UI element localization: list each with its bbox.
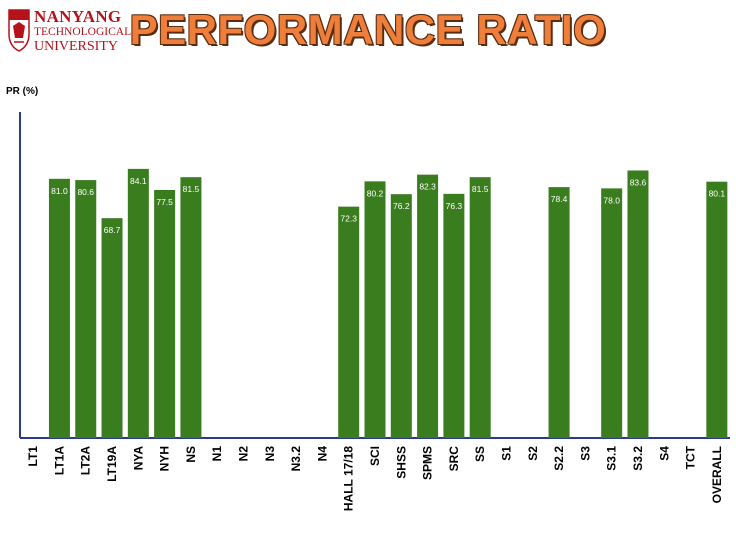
x-tick-label: N3.2 [289,446,303,472]
x-tick-label: NYH [158,446,172,471]
data-label: 76.2 [393,201,410,211]
data-label: 81.5 [472,184,489,194]
data-label: 78.4 [551,194,568,204]
x-tick-label: S2 [526,446,540,461]
x-tick-label: TCT [684,445,698,469]
bar-spms [417,174,439,438]
data-label: 78.0 [603,195,620,205]
bar-s3-2 [627,170,649,439]
bar-overall [706,181,728,438]
x-tick-label: SPMS [421,446,435,480]
logo-line-1: NANYANG [34,7,122,26]
x-tick-label: S3 [578,446,592,461]
bar-nyh [154,190,176,438]
data-label: 77.5 [156,197,173,207]
x-tick-label: SRC [447,446,461,472]
y-axis-label: PR (%) [6,86,39,97]
bar-shss [390,194,412,438]
bar-hall-17-18 [338,206,360,438]
bar-nya [127,168,149,438]
data-label: 76.3 [446,201,463,211]
x-tick-label: LT1A [52,446,66,475]
x-tick-label: LT2A [79,446,93,475]
x-tick-label: N2 [237,446,251,462]
data-label: 82.3 [419,182,436,192]
data-label: 80.2 [367,188,384,198]
data-label: 84.1 [130,176,147,186]
bar-ns [180,177,202,438]
data-label: 68.7 [104,225,121,235]
bar-src [443,193,465,438]
page-title: PERFORMANCE RATIO [129,6,607,53]
x-tick-label: OVERALL [710,446,724,503]
x-tick-label: NS [184,446,198,463]
x-tick-label: LT19A [105,446,119,482]
data-label: 81.5 [183,184,200,194]
x-tick-label: SHSS [394,446,408,479]
data-label: 81.0 [51,186,68,196]
bar-ss [469,177,491,438]
ntu-logo: NANYANG TECHNOLOGICAL UNIVERSITY [8,8,136,64]
x-tick-label: HALL 17/18 [342,446,356,511]
data-label: 72.3 [340,214,357,224]
x-tick-label: N1 [210,446,224,462]
x-tick-label: S4 [657,446,671,461]
x-tick-label: S1 [499,446,513,461]
x-tick-label: NYA [131,446,145,471]
logo-line-2: TECHNOLOGICAL [34,26,132,38]
bar-s3-1 [601,188,623,438]
data-label: 80.1 [709,189,726,199]
logo-text: NANYANG TECHNOLOGICAL UNIVERSITY [34,8,131,54]
x-tick-label: N3 [263,446,277,462]
data-label: 83.6 [630,177,647,187]
x-tick-label: SCI [368,446,382,466]
crest-icon [8,9,30,52]
x-tick-label: S2.2 [552,446,566,471]
bar-sci [364,181,386,439]
x-tick-label: SS [473,446,487,462]
x-tick-label: LT1 [26,446,40,467]
logo-line-3: UNIVERSITY [34,38,118,54]
bar-lt2a [75,180,97,438]
x-tick-label: S3.1 [605,446,619,471]
x-tick-label: N4 [315,446,329,462]
bar-lt19a [101,218,123,438]
data-label: 80.6 [77,187,94,197]
bar-s2-2 [548,187,570,438]
x-tick-label: S3.2 [631,446,645,471]
bar-lt1a [48,178,70,439]
